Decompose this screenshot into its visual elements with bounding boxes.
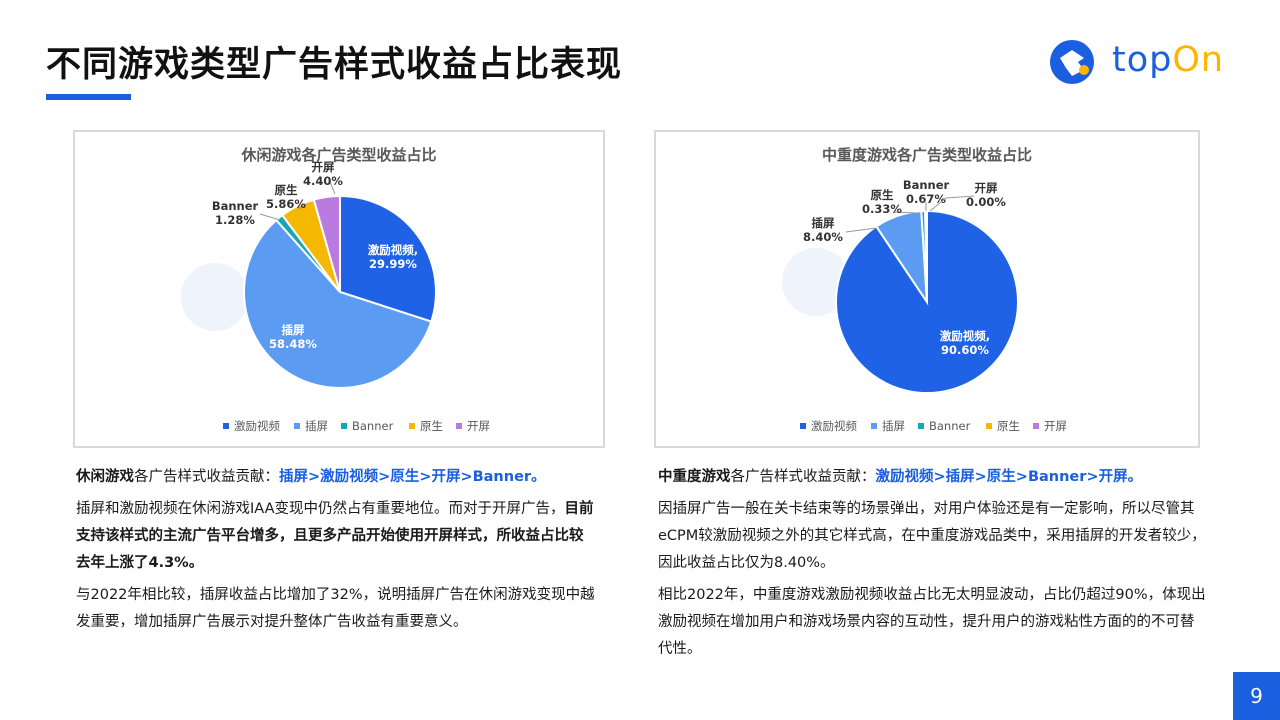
desc-left-p1-text: 各广告样式收益贡献： xyxy=(134,469,279,485)
slice-name-2: Banner xyxy=(903,178,950,192)
slice-label-4: 开屏4.40% xyxy=(303,160,343,195)
legend-swatch-4 xyxy=(1033,423,1039,429)
topon-logo xyxy=(1048,38,1228,88)
slice-label-0: 激励视频,90.60% xyxy=(940,329,990,357)
slice-name-1: 插屏 xyxy=(282,323,305,337)
slice-name-4: 开屏 xyxy=(312,160,335,174)
slice-name-0: 激励视频, xyxy=(368,243,418,257)
page-title: 不同游戏类型广告样式收益占比表现 xyxy=(46,45,623,85)
legend-item-4: 开屏 xyxy=(467,419,490,433)
desc-left-p1-bold: 休闲游戏 xyxy=(76,469,134,485)
legend-item-2: Banner xyxy=(929,419,971,433)
topon-logo-text: topOn xyxy=(1112,40,1224,80)
page-number: 9 xyxy=(1233,672,1280,720)
chart-legend: 激励视频 插屏 Banner 原生 开屏 xyxy=(800,419,1067,433)
chart-title: 中重度游戏各广告类型收益占比 xyxy=(822,146,1032,164)
desc-right-p2: 因插屏广告一般在关卡结束等的场景弹出，对用户体验还是有一定影响，所以尽管其eCP… xyxy=(658,501,1206,571)
slice-name-3: 原生 xyxy=(275,183,298,197)
logo-text-b: On xyxy=(1172,40,1225,80)
legend-swatch-4 xyxy=(456,423,462,429)
pie-slice-0 xyxy=(339,194,437,323)
legend-swatch-2 xyxy=(918,423,924,429)
casual-games-chart: topOn休闲游戏各广告类型收益占比激励视频,29.99%插屏58.48%Ban… xyxy=(73,130,605,448)
desc-left-p1-ranking: 插屏>激励视频>原生>开屏>Banner。 xyxy=(279,469,546,485)
slice-value-1: 58.48% xyxy=(269,337,317,351)
logo-text-a: top xyxy=(1112,40,1173,80)
slice-label-4: 开屏0.00% xyxy=(929,181,1006,212)
slice-value-2: 1.28% xyxy=(215,213,255,227)
legend-swatch-3 xyxy=(986,423,992,429)
desc-left-p1: 休闲游戏各广告样式收益贡献：插屏>激励视频>原生>开屏>Banner。 xyxy=(76,464,596,491)
legend-swatch-1 xyxy=(294,423,300,429)
slice-name-1: 插屏 xyxy=(812,216,835,230)
slice-value-4: 4.40% xyxy=(303,174,343,188)
midcore-games-chart: topOn中重度游戏各广告类型收益占比激励视频,90.60%插屏8.40%Ban… xyxy=(654,130,1200,448)
title-underline xyxy=(46,94,131,100)
legend-item-4: 开屏 xyxy=(1044,419,1067,433)
desc-left-p2: 插屏和激励视频在休闲游戏IAA变现中仍然占有重要地位。而对于开屏广告，目前支持该… xyxy=(76,496,596,577)
slice-name-4: 开屏 xyxy=(975,181,998,195)
legend-item-1: 插屏 xyxy=(882,419,905,433)
legend-item-1: 插屏 xyxy=(305,419,328,433)
desc-left-p3: 与2022年相比较，插屏收益占比增加了32%，说明插屏广告在休闲游戏变现中越发重… xyxy=(76,587,595,630)
slice-value-3: 5.86% xyxy=(266,197,306,211)
legend-item-0: 激励视频 xyxy=(811,419,857,433)
slice-name-3: 原生 xyxy=(871,188,894,202)
desc-right-p3: 相比2022年，中重度游戏激励视频收益占比无太明显波动，占比仍超过90%，体现出… xyxy=(658,587,1206,657)
desc-left-p2-bold: 目前支持该样式的主流广告平台增多，且更多产品开始使用开屏样式，所收益占比较去年上… xyxy=(76,501,594,571)
legend-swatch-3 xyxy=(409,423,415,429)
slice-name-2: Banner xyxy=(212,199,259,213)
legend-swatch-2 xyxy=(341,423,347,429)
legend-swatch-0 xyxy=(800,423,806,429)
chart-legend: 激励视频 插屏 Banner 原生 开屏 xyxy=(223,419,490,433)
legend-item-3: 原生 xyxy=(997,419,1020,433)
slice-name-0: 激励视频, xyxy=(940,329,990,343)
topon-logo-icon xyxy=(1050,40,1094,84)
desc-left-p2-text: 插屏和激励视频在休闲游戏IAA变现中仍然占有重要地位。而对于开屏广告， xyxy=(76,501,565,517)
pie-slice-1 xyxy=(243,218,433,389)
midcore-games-pie-svg: topOn中重度游戏各广告类型收益占比激励视频,90.60%插屏8.40%Ban… xyxy=(782,146,1067,433)
slice-value-0: 29.99% xyxy=(369,257,417,271)
desc-right-p1-bold: 中重度游戏 xyxy=(658,469,731,485)
slice-value-1: 8.40% xyxy=(803,230,843,244)
slice-label-0: 激励视频,29.99% xyxy=(368,243,418,271)
legend-item-2: Banner xyxy=(352,419,394,433)
chart-title: 休闲游戏各广告类型收益占比 xyxy=(240,146,436,164)
legend-item-0: 激励视频 xyxy=(234,419,280,433)
slice-value-0: 90.60% xyxy=(941,343,989,357)
casual-games-pie-svg: topOn休闲游戏各广告类型收益占比激励视频,29.99%插屏58.48%Ban… xyxy=(181,146,490,433)
desc-right-p1: 中重度游戏各广告样式收益贡献：激励视频>插屏>原生>Banner>开屏。 xyxy=(658,464,1208,491)
slice-value-3: 0.33% xyxy=(862,202,902,216)
casual-games-description: 休闲游戏各广告样式收益贡献：插屏>激励视频>原生>开屏>Banner。 插屏和激… xyxy=(76,464,596,641)
legend-swatch-0 xyxy=(223,423,229,429)
pie-slice-3 xyxy=(924,209,928,303)
slice-label-1: 插屏8.40% xyxy=(803,216,877,244)
pie-slice-4 xyxy=(312,194,341,293)
desc-right-p1-ranking: 激励视频>插屏>原生>Banner>开屏。 xyxy=(875,469,1143,485)
slice-label-3: 原生5.86% xyxy=(266,183,306,211)
midcore-games-description: 中重度游戏各广告样式收益贡献：激励视频>插屏>原生>Banner>开屏。 因插屏… xyxy=(658,464,1208,668)
slice-label-3: 原生0.33% xyxy=(862,188,919,216)
desc-right-p1-text: 各广告样式收益贡献： xyxy=(730,469,876,485)
legend-swatch-1 xyxy=(871,423,877,429)
legend-item-3: 原生 xyxy=(420,419,443,433)
slice-value-4: 0.00% xyxy=(966,195,1006,209)
slice-value-2: 0.67% xyxy=(906,192,946,206)
